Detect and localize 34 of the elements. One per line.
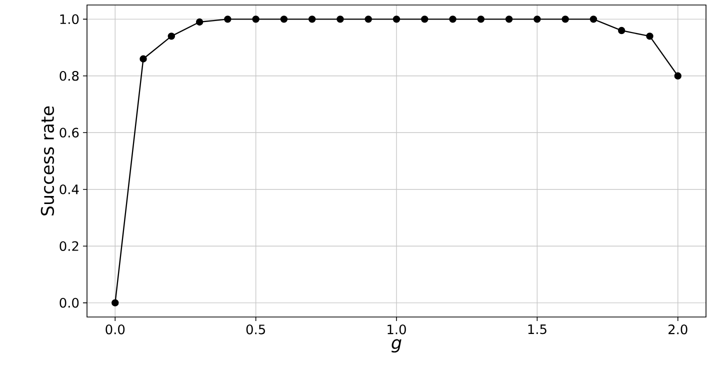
x-tick-label: 2.0 [668, 324, 688, 334]
point [224, 16, 232, 23]
point [280, 16, 288, 23]
y-tick-label: 1.0 [60, 14, 79, 24]
point [421, 16, 428, 23]
point [477, 16, 485, 23]
y-tick-label: 0.0 [60, 298, 79, 308]
point [196, 18, 204, 26]
x-tick-label: 0.0 [106, 324, 125, 334]
point [252, 16, 260, 23]
x-axis-title: g [392, 339, 402, 353]
point [590, 16, 598, 23]
point [674, 72, 682, 80]
point [392, 16, 400, 23]
x-tick-label: 1.5 [528, 324, 546, 334]
point [168, 32, 176, 40]
y-axis-title: Success rate [40, 106, 54, 216]
point [534, 16, 541, 23]
y-tick-label: 0.4 [60, 184, 79, 194]
point [505, 16, 513, 23]
y-tick-label: 0.6 [60, 128, 79, 138]
point [618, 26, 626, 34]
point [112, 299, 119, 306]
y-tick-label: 0.8 [60, 71, 79, 81]
point [562, 16, 569, 23]
point [364, 16, 372, 23]
point [140, 55, 147, 62]
x-tick-label: 1.0 [388, 324, 406, 334]
point [336, 16, 344, 23]
point [308, 16, 316, 23]
point [449, 16, 456, 23]
point [646, 32, 654, 40]
x-tick-label: 0.5 [246, 324, 265, 334]
y-tick-label: 0.2 [60, 241, 78, 251]
